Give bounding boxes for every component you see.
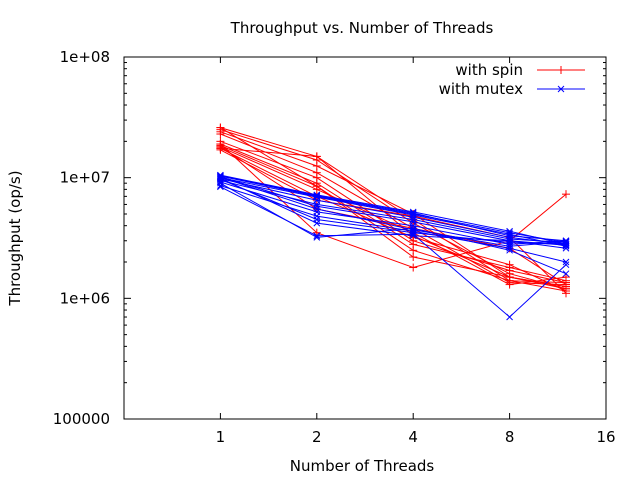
data-point [409, 229, 417, 237]
data-point [409, 253, 418, 262]
data-point [313, 234, 321, 241]
x-tick-label: 4 [408, 428, 418, 446]
data-point [409, 210, 417, 218]
data-point [312, 152, 321, 161]
series-line [220, 127, 567, 284]
x-tick-label: 8 [505, 428, 515, 446]
data-point [313, 205, 321, 213]
axis-ticks: 1 2 4 8 16 100000 1e+06 1e+07 1e+08 [53, 48, 616, 446]
legend-marker [557, 66, 565, 74]
data-point [561, 278, 570, 287]
legend-label: with mutex [439, 80, 524, 98]
legend-marker [557, 85, 565, 93]
y-tick-label: 1e+06 [60, 289, 110, 307]
plot-frame [123, 56, 607, 420]
data-point [312, 161, 321, 170]
data-point [561, 190, 570, 199]
data-point [505, 276, 514, 285]
y-tick-label: 100000 [53, 410, 110, 428]
data-point [216, 144, 225, 153]
data-point [313, 232, 321, 240]
data-point [562, 261, 570, 269]
data-point [506, 313, 513, 321]
data-point [562, 258, 570, 266]
x-tick-label: 1 [216, 428, 226, 446]
data-point [506, 242, 513, 250]
data-point [506, 237, 513, 245]
x-tick-label: 2 [312, 428, 322, 446]
x-axis-label: Number of Threads [290, 457, 435, 475]
y-axis-label: Throughput (op/s) [6, 170, 24, 306]
data-point [562, 241, 570, 248]
data-point [217, 174, 224, 182]
data-point [409, 263, 418, 272]
data-point [312, 182, 321, 191]
series-group [216, 123, 570, 321]
data-point [562, 241, 570, 249]
data-point [562, 270, 570, 278]
data-point [409, 246, 418, 255]
data-point [409, 232, 417, 240]
chart-title: Throughput vs. Number of Threads [230, 19, 494, 37]
series-with-mutex [217, 171, 570, 321]
data-point [505, 260, 514, 269]
legend-label: with spin [455, 61, 523, 79]
data-point [216, 123, 225, 132]
y-tick-label: 1e+07 [60, 169, 110, 187]
y-tick-label: 1e+08 [60, 48, 110, 66]
x-tick-label: 16 [596, 428, 615, 446]
data-point [313, 219, 321, 227]
data-point [409, 226, 417, 234]
